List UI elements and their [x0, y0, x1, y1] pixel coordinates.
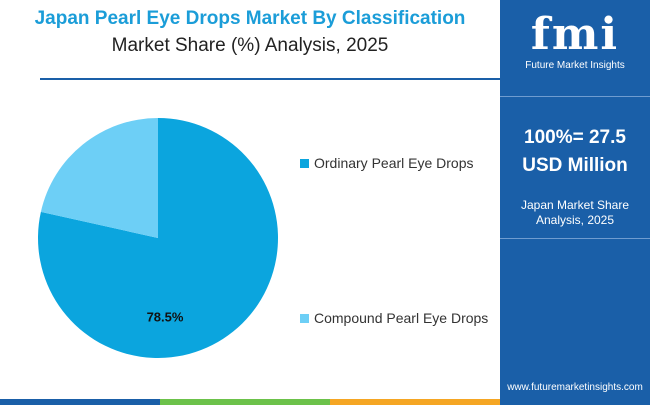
legend-swatch-compound [300, 313, 309, 323]
side-panel: fmi Future Market Insights 100%= 27.5 US… [500, 0, 650, 405]
pie-slice-ordinary [37, 118, 278, 358]
fmi-logo: fmi Future Market Insights [512, 10, 638, 76]
bottom-bar-segment-blue [0, 399, 160, 405]
website-link[interactable]: www.futuremarketinsights.com [507, 382, 643, 393]
bottom-color-bar [0, 399, 500, 405]
market-share-caption-line1: Japan Market Share [520, 198, 630, 212]
chart-subtitle: Market Share (%) Analysis, 2025 [111, 35, 389, 56]
market-total-unit: USD Million [522, 155, 628, 176]
panel-divider-top [500, 96, 650, 97]
logo-subtext: Future Market Insights [525, 60, 625, 71]
legend-label-compound: Compound Pearl Eye Drops [314, 310, 489, 326]
panel-divider-bottom [500, 238, 650, 239]
legend-label-ordinary: Ordinary Pearl Eye Drops [314, 155, 474, 171]
chart-title-block: Japan Pearl Eye Drops Market By Classifi… [0, 6, 500, 60]
bottom-bar-segment-orange [330, 399, 500, 405]
chart-title: Japan Pearl Eye Drops Market By Classifi… [34, 8, 466, 29]
pie-slice-compound [40, 117, 159, 238]
legend-swatch-ordinary [300, 158, 309, 168]
legend-item-ordinary: Ordinary Pearl Eye Drops [300, 155, 474, 171]
market-share-caption-line2: Analysis, 2025 [535, 213, 615, 227]
bottom-bar-segment-green [160, 399, 330, 405]
logo-wordmark: fmi [530, 9, 620, 60]
legend-item-compound: Compound Pearl Eye Drops [300, 310, 488, 326]
title-divider [40, 78, 500, 80]
pie-chart: 78.5% [37, 117, 278, 358]
market-total-value: 100%= 27.5 [524, 127, 626, 148]
pie-data-label-ordinary: 78.5% [147, 310, 184, 325]
